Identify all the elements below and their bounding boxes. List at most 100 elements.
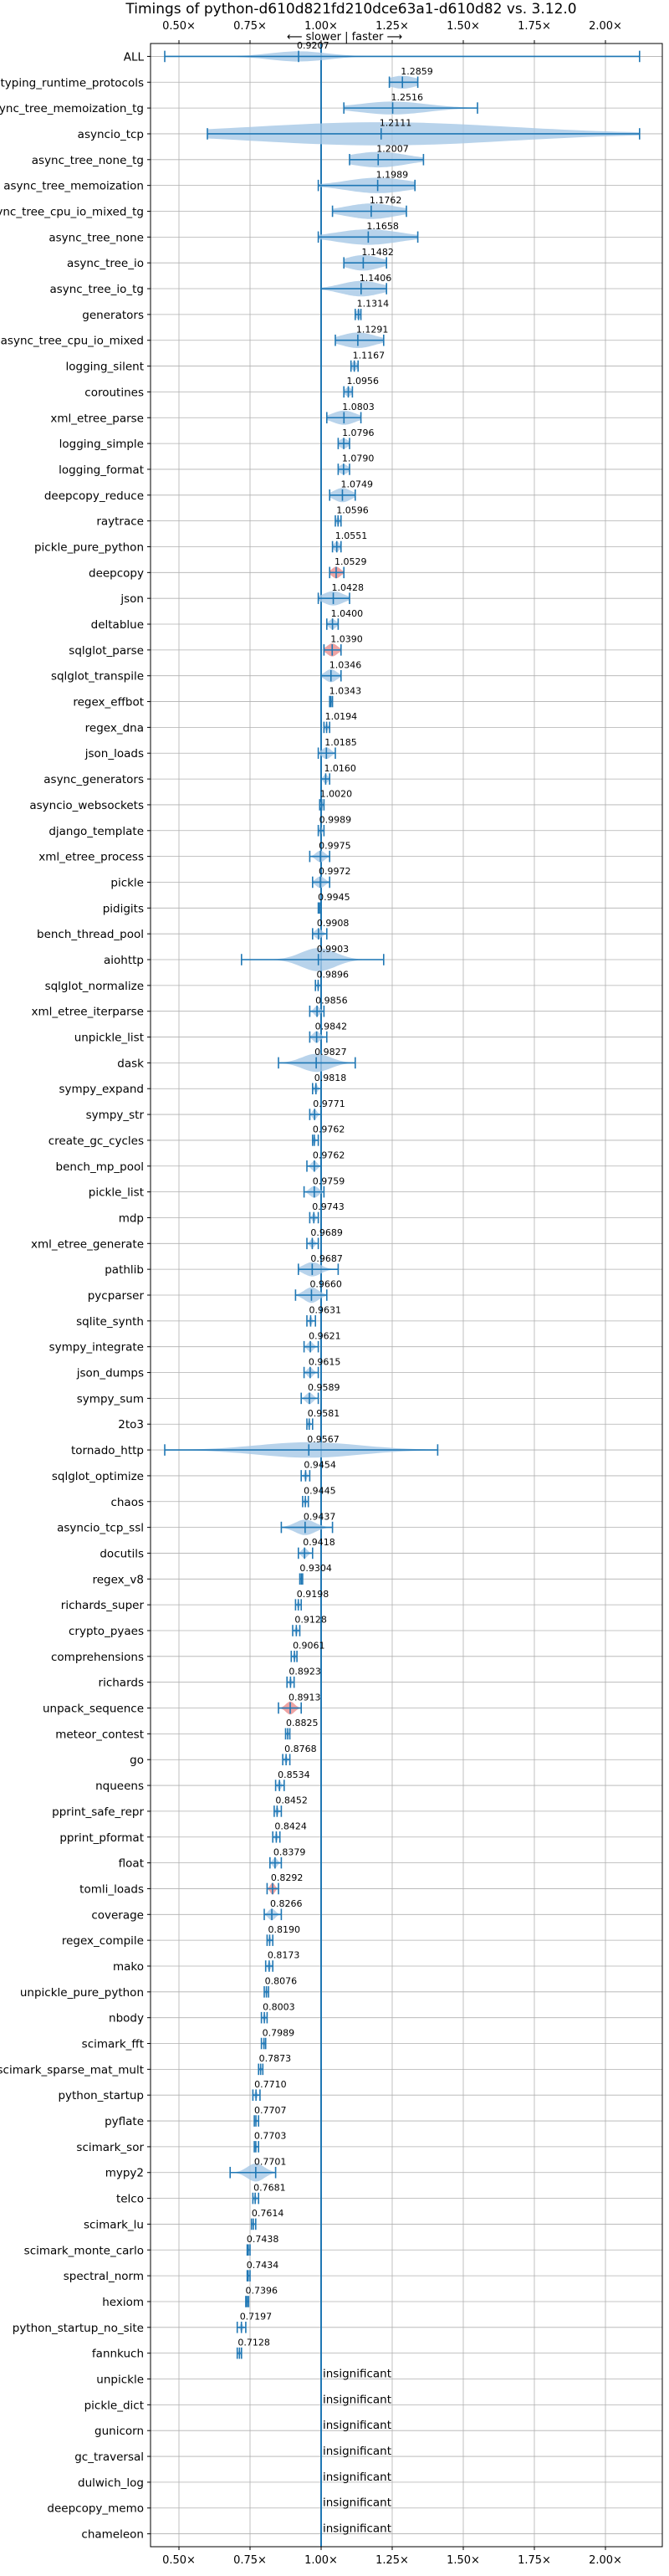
mean-value-label: 0.7396: [245, 2286, 278, 2297]
mean-value-label: 1.0160: [324, 763, 356, 774]
mean-value-label: 0.9762: [313, 1150, 345, 1161]
benchmark-label: django_template: [49, 825, 144, 838]
benchmark-label: sqlite_synth: [76, 1315, 144, 1329]
mean-value-label: 0.7438: [247, 2234, 279, 2245]
benchmark-label: chaos: [110, 1496, 144, 1509]
benchmark-label: hexiom: [102, 2296, 144, 2309]
benchmark-label: pickle_list: [89, 1186, 144, 1200]
benchmark-label: asyncio_tcp: [78, 128, 144, 141]
benchmark-label: logging_format: [59, 463, 144, 477]
benchmark-label: tornado_http: [71, 1444, 144, 1457]
benchmark-label: python_startup: [58, 2089, 144, 2102]
benchmark-label: logging_simple: [59, 438, 144, 451]
mean-value-label: 1.1762: [370, 195, 402, 206]
x-tick-label-top: 0.50×: [162, 20, 196, 33]
mean-value-label: 1.0194: [325, 711, 358, 722]
mean-value-label: 0.7128: [237, 2337, 270, 2348]
benchmark-label: raytrace: [96, 515, 144, 529]
mean-value-label: 1.1989: [376, 169, 409, 180]
benchmark-label: ALL: [124, 50, 145, 64]
benchmark-label: dulwich_log: [78, 2476, 144, 2490]
benchmark-label: python_startup_no_site: [13, 2322, 144, 2335]
mean-value-label: 1.0346: [329, 659, 362, 670]
benchmark-label: regex_dna: [85, 721, 144, 735]
benchmark-label: scimark_fft: [82, 2038, 144, 2051]
mean-value-label: 0.8913: [289, 1692, 321, 1703]
benchmark-label: pathlib: [105, 1263, 144, 1277]
benchmark-label: asyncio_websockets: [29, 799, 144, 812]
mean-value-label: 0.9567: [307, 1434, 340, 1445]
mean-value-label: 1.1291: [356, 324, 389, 335]
benchmark-label: pyflate: [105, 2115, 144, 2128]
benchmark-label: scimark_sparse_mat_mult: [0, 2063, 144, 2077]
mean-value-label: 1.2516: [391, 92, 424, 103]
insignificant-label: insignificant: [323, 2522, 391, 2536]
mean-value-label: 0.9818: [314, 1073, 347, 1083]
mean-value-label: 0.9198: [297, 1589, 329, 1600]
benchmark-label: async_tree_io: [67, 257, 144, 270]
mean-value-label: 0.7434: [247, 2260, 279, 2271]
benchmark-label: unpickle_pure_python: [20, 1986, 144, 2000]
benchmark-label: sqlglot_optimize: [52, 1470, 144, 1483]
benchmark-label: sympy_integrate: [49, 1341, 144, 1355]
benchmark-label: fannkuch: [92, 2348, 144, 2361]
mean-value-label: 0.9762: [313, 1124, 345, 1135]
benchmark-label: async_tree_cpu_io_mixed: [1, 335, 144, 348]
mean-value-label: 0.8768: [284, 1744, 317, 1754]
violin-layer: [164, 50, 641, 2359]
benchmark-label: pickle_dict: [84, 2399, 144, 2412]
mean-value-label: 0.7989: [263, 2027, 295, 2038]
x-tick-label-top: 1.00×: [304, 20, 338, 33]
x-tick-label-bottom: 1.50×: [447, 2554, 480, 2567]
x-tick-label-bottom: 1.00×: [304, 2554, 338, 2567]
x-tick-label-bottom: 0.50×: [162, 2554, 196, 2567]
mean-value-label: 0.7707: [254, 2105, 287, 2116]
mean-value-label: 0.7873: [259, 2053, 292, 2064]
mean-value-label: 0.9743: [312, 1201, 345, 1212]
mean-value-label: 1.0529: [334, 556, 367, 567]
axis-layer: 0.50× 0.50× 0.75× 0.75× 1.00× 1.00× 1.25× 1.25×…: [0, 20, 622, 2567]
benchmark-label: logging_silent: [66, 361, 144, 374]
mean-value-label: 1.0790: [342, 453, 375, 464]
benchmark-label: bench_thread_pool: [37, 928, 144, 941]
mean-value-label: 0.8266: [270, 1898, 303, 1909]
benchmark-label: async_tree_memoization: [3, 180, 144, 193]
mean-value-label: 0.8825: [286, 1718, 319, 1728]
benchmark-label: richards_super: [61, 1599, 145, 1612]
benchmark-label: mypy2: [105, 2167, 144, 2180]
benchmark-label: scimark_lu: [84, 2218, 144, 2231]
mean-value-label: 0.8292: [271, 1872, 304, 1883]
mean-value-label: 0.7701: [254, 2156, 287, 2167]
mean-value-label: 1.0428: [332, 582, 365, 593]
benchmark-label: deltablue: [91, 618, 144, 632]
mean-value-label: 0.8003: [263, 2001, 295, 2012]
mean-value-label: 0.9304: [299, 1563, 332, 1574]
benchmark-label: gunicorn: [94, 2425, 144, 2438]
benchmark-label: scimark_sor: [76, 2141, 144, 2154]
benchmark-label: xml_etree_parse: [50, 412, 144, 425]
benchmark-label: 2to3: [118, 1418, 144, 1431]
benchmark-label: telco: [116, 2193, 144, 2206]
mean-value-label: 1.0956: [347, 376, 380, 387]
mean-value-label: 0.9445: [304, 1486, 336, 1497]
mean-value-label: 0.9975: [319, 840, 351, 851]
benchmark-label: deepcopy: [89, 566, 144, 580]
benchmark-label: pidigits: [103, 902, 144, 915]
benchmark-label: json: [120, 592, 144, 606]
benchmark-label: async_tree_none: [49, 231, 144, 244]
mean-value-label: 0.9896: [316, 970, 349, 981]
benchmark-label: create_gc_cycles: [49, 1134, 144, 1148]
benchmark-label: float: [119, 1857, 144, 1871]
chart-title: Timings of python-d610d821fd210dce63a1-d…: [125, 1, 576, 18]
mean-value-label: 0.9972: [319, 866, 351, 877]
benchmark-label: pickle: [110, 876, 144, 889]
benchmark-label: mdp: [119, 1211, 144, 1225]
benchmark-label: regex_effbot: [73, 696, 144, 709]
mean-value-label: 0.7614: [252, 2208, 284, 2219]
benchmark-label: crypto_pyaes: [69, 1625, 144, 1638]
benchmark-label: aiohttp: [104, 954, 144, 967]
mean-value-label: 0.7710: [254, 2079, 287, 2090]
benchmark-label: go: [130, 1754, 144, 1767]
benchmark-label: scimark_monte_carlo: [24, 2244, 144, 2257]
benchmark-label: coverage: [91, 1908, 144, 1922]
